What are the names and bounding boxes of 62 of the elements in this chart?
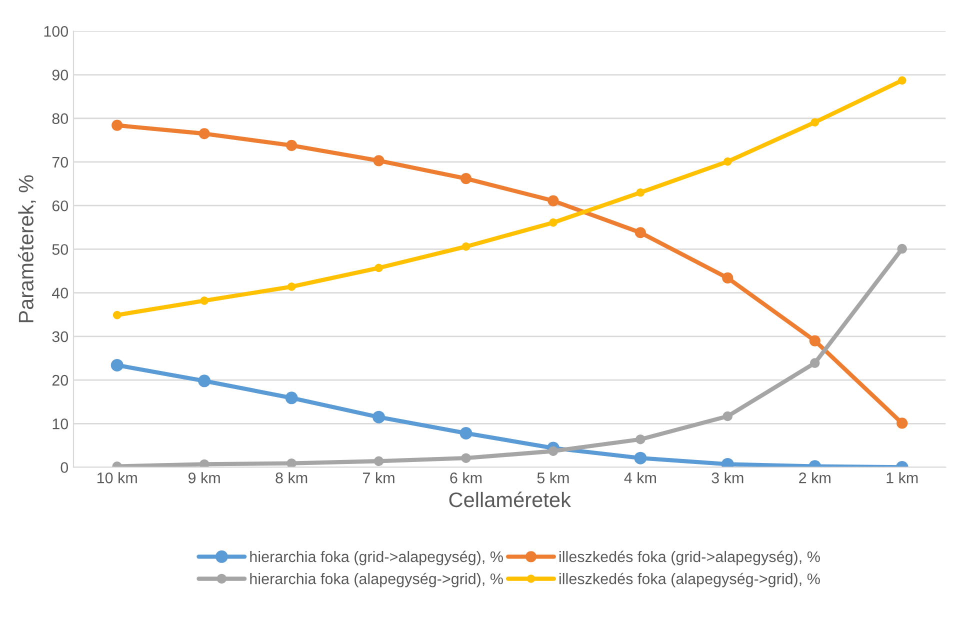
point (549, 218, 558, 227)
point (374, 456, 384, 466)
point (374, 264, 383, 272)
point (110, 358, 124, 372)
point (372, 410, 386, 424)
x-tick-label: 6 km (450, 472, 482, 484)
point (634, 227, 646, 238)
point (286, 140, 298, 151)
x-tick-label: 1 km (886, 472, 918, 484)
y-tick-label: 70 (52, 156, 68, 168)
x-tick-label: 5 km (537, 472, 569, 484)
point (636, 434, 646, 444)
point (373, 155, 384, 166)
y-tick-label: 100 (44, 26, 68, 37)
y-tick-label: 40 (52, 288, 68, 298)
point (809, 335, 820, 346)
point (460, 426, 472, 440)
y-tick-label: 60 (52, 200, 68, 212)
x-tick-label: 3 km (712, 472, 744, 484)
point (287, 282, 296, 291)
point (722, 272, 734, 284)
point (198, 374, 211, 388)
point (722, 411, 733, 422)
point (285, 392, 298, 404)
point (460, 172, 472, 184)
x-tick-label: 8 km (276, 472, 308, 484)
y-tick-label: 50 (52, 244, 68, 255)
point (112, 120, 123, 131)
point (112, 310, 122, 320)
x-tick-label: 4 km (624, 472, 656, 484)
point (723, 157, 732, 166)
point (898, 76, 906, 85)
point (897, 244, 907, 254)
legend-label: hierarchia foka (alapegység->grid), % (250, 572, 503, 588)
point (286, 458, 296, 468)
y-tick-label: 20 (52, 374, 68, 386)
point (548, 446, 558, 456)
y-tick-label: 10 (52, 418, 68, 430)
point (636, 188, 645, 197)
y-tick-label: 80 (52, 113, 68, 124)
point (548, 195, 559, 206)
point (200, 296, 208, 305)
point (896, 418, 908, 429)
y-tick-label: 0 (60, 462, 68, 473)
x-tick-label: 10 km (97, 472, 137, 484)
legend-label: hierarchia foka (grid->alapegység), % (250, 550, 503, 566)
point (461, 453, 471, 463)
point (810, 118, 820, 126)
legend-label: illeszkedés foka (grid->alapegység), % (560, 550, 820, 566)
point (810, 358, 820, 368)
y-tick-label: 90 (52, 70, 68, 80)
y-tick-label: 30 (52, 331, 68, 342)
x-tick-label: 9 km (188, 472, 220, 484)
x-axis-title: Cellaméretek (449, 492, 571, 508)
legend-label: illeszkedés foka (alapegység->grid), % (560, 572, 820, 588)
point (199, 459, 210, 468)
x-tick-label: 2 km (799, 472, 830, 484)
point (198, 128, 210, 140)
y-axis-title: Paraméterek, % (18, 175, 36, 322)
x-tick-label: 7 km (363, 472, 394, 484)
point (634, 452, 647, 464)
point (462, 242, 470, 251)
